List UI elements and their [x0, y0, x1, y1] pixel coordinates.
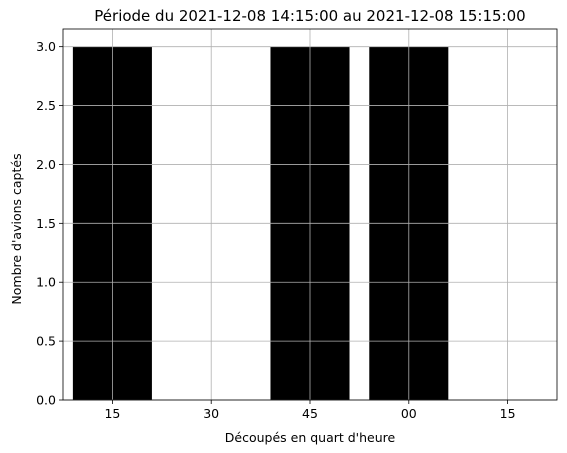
y-tick-label: 3.0 — [36, 39, 56, 54]
x-tick-label: 15 — [500, 406, 516, 421]
y-axis-label: Nombre d'avions captés — [9, 153, 24, 304]
x-tick-label: 00 — [401, 406, 417, 421]
x-tick-label: 45 — [302, 406, 318, 421]
y-tick-label: 1.0 — [36, 275, 56, 290]
y-tick-label: 1.5 — [36, 216, 56, 231]
y-tick-label: 0.5 — [36, 334, 56, 349]
y-tick-label: 2.0 — [36, 157, 56, 172]
x-tick-label: 30 — [203, 406, 219, 421]
y-tick-label: 0.0 — [36, 393, 56, 408]
chart-title: Période du 2021-12-08 14:15:00 au 2021-1… — [94, 7, 525, 25]
x-tick-label: 15 — [104, 406, 120, 421]
y-tick-label: 2.5 — [36, 98, 56, 113]
x-axis-label: Découpés en quart d'heure — [225, 430, 396, 445]
plot-area: 15 30 45 00 15 0.0 0.5 1.0 1.5 2.0 2.5 3.0 — [36, 28, 558, 421]
